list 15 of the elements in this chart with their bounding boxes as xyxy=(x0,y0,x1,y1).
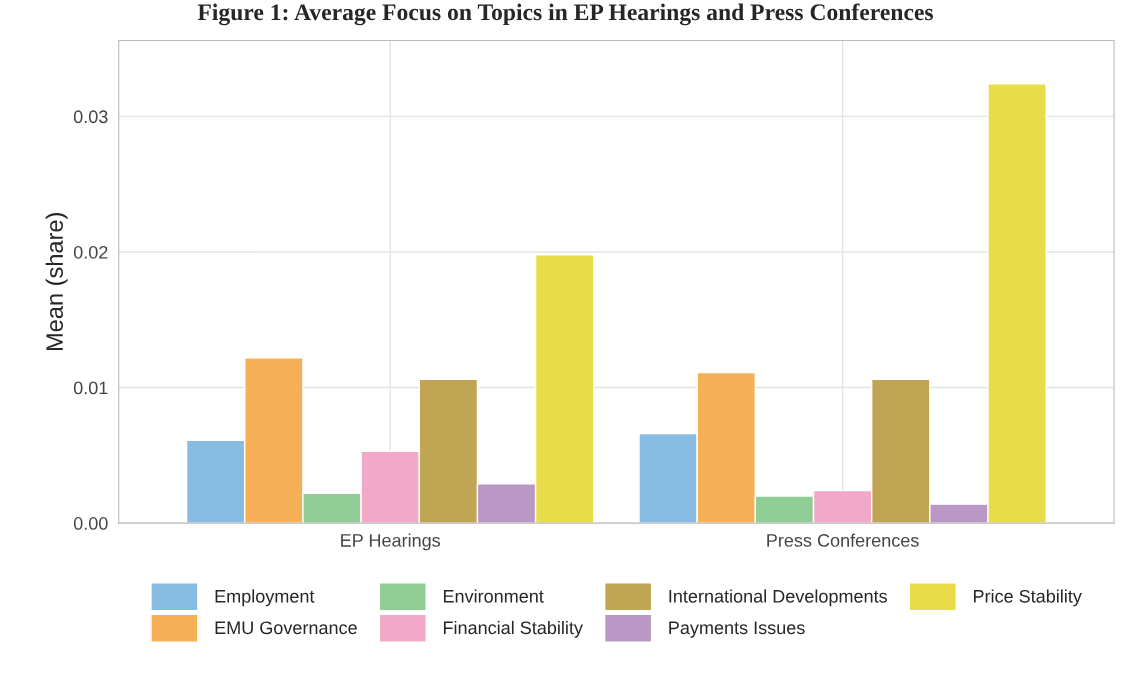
legend-label: International Developments xyxy=(669,589,887,607)
legend-label: Payments Issues xyxy=(669,621,805,638)
x-tick-label: Press Conferences xyxy=(767,533,919,547)
legend-label: Employment xyxy=(215,589,315,607)
chart-title: Figure 1: Average Focus on Topics in EP Hearings and Press Conferences xyxy=(197,3,934,26)
y-tick-label: 0.01 xyxy=(73,381,108,395)
y-axis-title: Mean (share) xyxy=(45,213,68,351)
legend-label: EMU Governance xyxy=(215,621,357,635)
y-tick-label: 0.00 xyxy=(73,517,108,530)
legend-label: Financial Stability xyxy=(443,620,583,638)
x-tick-label: EP Hearings xyxy=(341,533,441,551)
y-tick-label: 0.02 xyxy=(73,245,108,259)
legend-label: Environment xyxy=(443,589,544,603)
legend-label: Price Stability xyxy=(973,589,1082,607)
y-tick-label: 0.03 xyxy=(73,110,108,124)
